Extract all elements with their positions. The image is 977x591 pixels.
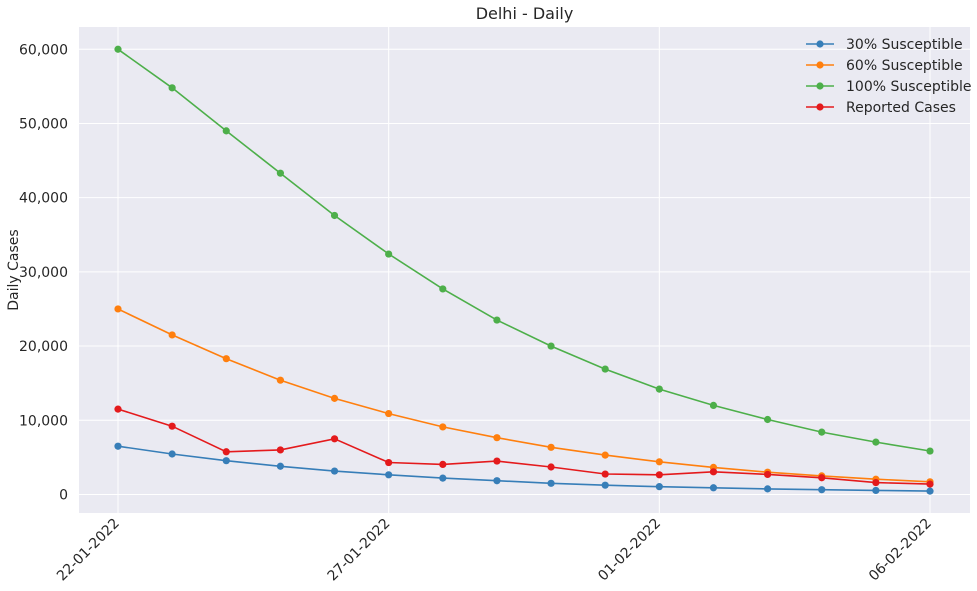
data-point [439, 474, 447, 482]
series-0 [114, 442, 934, 495]
data-point [818, 474, 826, 482]
data-point [764, 485, 772, 493]
data-point [114, 405, 122, 413]
data-point [655, 471, 663, 479]
data-point [709, 468, 718, 476]
data-point [926, 447, 934, 455]
data-point [222, 448, 230, 456]
data-point [872, 486, 880, 495]
data-point [547, 342, 555, 350]
data-point [547, 443, 555, 451]
x-tick-label: 01-02-2022 [595, 516, 664, 585]
data-point [330, 394, 339, 402]
legend-label: Reported Cases [846, 100, 956, 116]
data-point [709, 484, 718, 492]
data-point [601, 481, 609, 489]
data-point [601, 451, 609, 459]
data-point [493, 434, 501, 442]
data-point [385, 250, 393, 258]
data-point [493, 457, 501, 465]
y-tick-label: 20,000 [19, 339, 68, 355]
data-point [601, 365, 609, 373]
data-point [926, 480, 934, 488]
data-point [222, 127, 230, 135]
data-point [168, 331, 176, 339]
series-2 [114, 45, 934, 455]
series-1 [114, 305, 934, 486]
legend-marker [816, 82, 824, 90]
chart-title: Delhi - Daily [476, 4, 574, 23]
y-tick-label: 30,000 [19, 265, 68, 281]
data-point [764, 415, 772, 424]
legend-marker [816, 61, 824, 69]
data-point [385, 471, 393, 479]
x-axis-ticks: 22-01-2022 27-01-2022 01-02-2022 06-02-2022 [54, 516, 935, 585]
data-point [439, 460, 447, 468]
data-point [764, 470, 772, 479]
data-point [655, 483, 663, 491]
data-point [709, 401, 718, 410]
x-tick-label: 06-02-2022 [866, 516, 935, 585]
data-point [601, 470, 609, 478]
series-layer [114, 45, 934, 495]
y-axis-ticks: 0 10,000 20,000 30,000 40,000 50,000 60,000 [19, 42, 68, 503]
data-point [493, 477, 501, 485]
series-line [117, 308, 931, 483]
y-tick-label: 50,000 [19, 116, 68, 132]
data-point [168, 84, 176, 92]
data-point [330, 467, 339, 475]
legend-marker [816, 103, 824, 111]
y-tick-label: 60,000 [19, 42, 68, 58]
data-point [330, 435, 339, 443]
data-point [276, 169, 284, 177]
data-point [872, 478, 880, 487]
grid-lines [79, 27, 970, 513]
data-point [385, 458, 393, 467]
data-point [439, 285, 447, 293]
x-tick-label: 22-01-2022 [54, 516, 123, 585]
data-point [276, 462, 284, 470]
data-point [439, 423, 447, 431]
data-point [276, 376, 284, 384]
x-tick-label: 27-01-2022 [325, 516, 394, 585]
data-point [114, 305, 122, 313]
data-point [114, 45, 122, 53]
series-3 [114, 405, 934, 488]
data-point [818, 486, 826, 494]
data-point [547, 463, 555, 471]
legend-label: 30% Susceptible [846, 37, 963, 53]
data-point [168, 422, 176, 430]
data-point [168, 450, 176, 458]
data-point [547, 479, 555, 487]
data-point [926, 487, 934, 495]
legend-label: 60% Susceptible [846, 58, 963, 74]
legend-label: 100% Susceptible [846, 79, 972, 95]
y-tick-label: 10,000 [19, 413, 68, 429]
y-tick-label: 0 [59, 487, 68, 503]
data-point [493, 316, 501, 324]
data-point [330, 211, 339, 220]
data-point [114, 442, 122, 450]
data-point [222, 457, 230, 465]
data-point [872, 438, 880, 446]
y-tick-label: 40,000 [19, 191, 68, 207]
plot-background [79, 27, 970, 513]
series-line [117, 408, 931, 485]
legend-marker [816, 40, 824, 48]
data-point [222, 355, 230, 363]
data-point [385, 409, 393, 418]
y-axis-label: Daily Cases [6, 229, 22, 310]
data-point [276, 446, 284, 454]
series-line [117, 445, 931, 492]
series-line [117, 48, 931, 452]
data-point [818, 428, 826, 436]
data-point [655, 385, 663, 393]
legend: 30% Susceptible 60% Susceptible 100% Susce… [806, 37, 972, 116]
data-point [655, 458, 663, 466]
